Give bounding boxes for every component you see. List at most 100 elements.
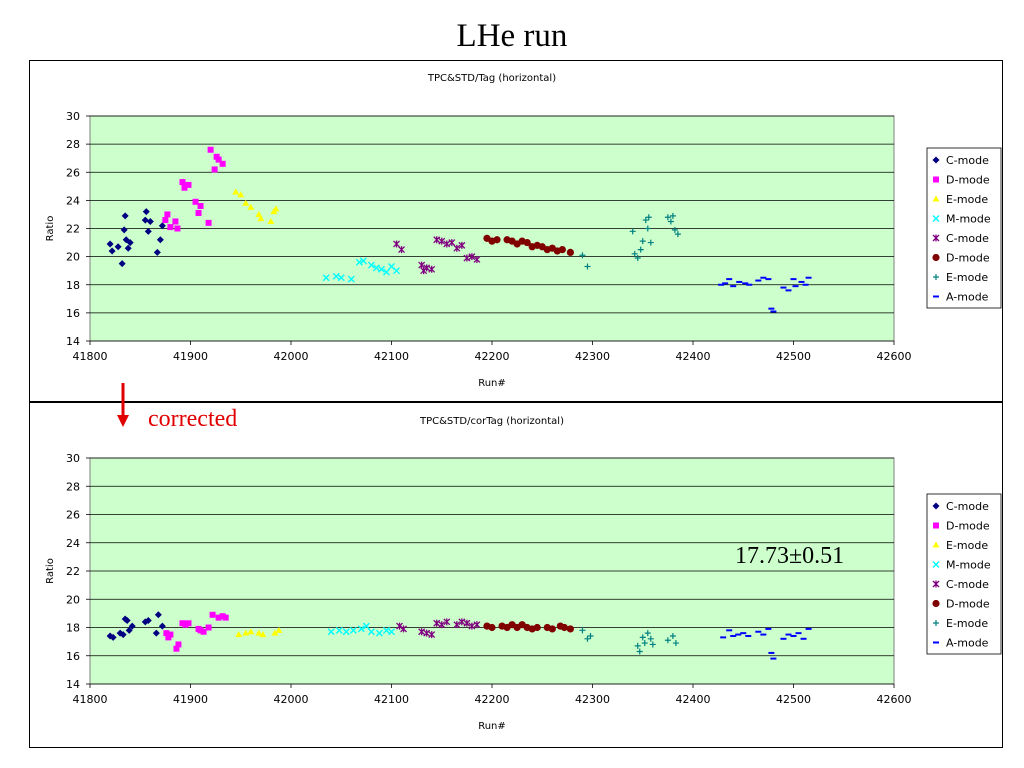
top-data-point: [142, 208, 150, 216]
bottom-data-point: [128, 622, 136, 630]
bottom-data-point: [173, 645, 180, 652]
top-data-point: [523, 238, 531, 247]
top-data-point: [158, 222, 166, 230]
bottom-data-point: [119, 631, 127, 639]
top-data-point: [156, 236, 164, 244]
bottom-data-point: [473, 621, 481, 629]
top-data-point: [634, 255, 641, 262]
bottom-y-tick-label: 18: [66, 622, 80, 635]
bottom-data-point: [382, 626, 390, 634]
top-data-point: [359, 257, 367, 265]
bottom-data-point: [458, 618, 466, 626]
bottom-data-point: [584, 635, 591, 642]
top-data-point: [493, 236, 501, 244]
bottom-data-point: [423, 629, 431, 637]
top-data-point: [579, 252, 586, 259]
down-arrow-icon: [117, 383, 129, 427]
bottom-data-point: [400, 625, 408, 633]
top-x-axis-label: Run#: [478, 378, 506, 389]
top-chart-title: TPC&STD/Tag (horizontal): [427, 73, 556, 84]
top-data-point: [637, 246, 644, 253]
top-data-point: [438, 237, 446, 245]
bottom-data-point: [209, 611, 216, 618]
bottom-data-point: [396, 622, 403, 630]
top-data-point: [642, 217, 649, 224]
bottom-x-tick-label: 42600: [877, 693, 912, 706]
top-x-tick-label: 41900: [173, 350, 208, 363]
top-data-point: [372, 264, 380, 272]
top-data-point: [179, 179, 186, 186]
bottom-legend-marker: [933, 620, 939, 626]
bottom-chart-title: TPC&STD/corTag (horizontal): [419, 416, 564, 427]
top-data-point: [108, 247, 116, 255]
result-annotation: 17.73±0.51: [735, 543, 845, 569]
bottom-data-point: [636, 648, 643, 655]
bottom-data-point: [388, 628, 395, 636]
bottom-data-point: [649, 641, 656, 648]
top-legend-box: [926, 147, 1002, 309]
top-data-point: [558, 245, 566, 254]
bottom-x-tick-label: 42500: [776, 693, 811, 706]
bottom-x-tick-label: 42200: [475, 693, 510, 706]
bottom-data-point: [644, 630, 651, 637]
top-data-point: [674, 231, 681, 238]
top-data-point: [337, 274, 345, 282]
top-data-point: [257, 215, 265, 222]
bottom-data-point: [641, 640, 648, 647]
top-data-point: [267, 217, 275, 224]
top-y-axis-label: Ratio: [45, 216, 56, 242]
bottom-data-point: [109, 633, 117, 641]
bottom-data-point: [639, 634, 646, 641]
top-legend-label: C-mode: [946, 154, 989, 167]
top-legend-marker: [933, 176, 939, 183]
top-data-point: [671, 226, 678, 233]
top-data-point: [197, 203, 204, 209]
bottom-legend-marker: [932, 502, 940, 510]
bottom-data-point: [443, 618, 451, 626]
bottom-data-point: [222, 614, 229, 621]
top-y-tick-label: 20: [66, 251, 80, 264]
top-data-point: [114, 243, 122, 251]
bottom-data-point: [200, 628, 207, 635]
bottom-data-point: [349, 626, 357, 634]
top-data-point: [120, 226, 128, 234]
top-y-tick-label: 28: [66, 138, 80, 151]
corrected-annotation: corrected: [148, 406, 238, 432]
bottom-legend-marker: [932, 541, 940, 548]
top-data-point: [644, 225, 651, 232]
top-y-tick-label: 18: [66, 279, 80, 292]
top-data-point: [566, 248, 574, 257]
top-data-point: [428, 265, 436, 273]
bottom-data-point: [179, 620, 186, 627]
top-data-point: [141, 216, 149, 224]
bottom-data-point: [566, 625, 574, 633]
bottom-data-point: [357, 625, 365, 633]
top-data-point: [647, 239, 654, 246]
bottom-legend-marker: [932, 599, 940, 608]
top-data-point: [443, 240, 451, 248]
bottom-x-tick-label: 42000: [274, 693, 309, 706]
top-data-point: [162, 217, 169, 224]
top-data-point: [664, 214, 671, 221]
top-y-tick-label: 16: [66, 307, 80, 320]
bottom-data-point: [672, 640, 679, 647]
bottom-data-point: [548, 625, 556, 633]
top-data-point: [207, 146, 214, 153]
bottom-data-point: [205, 624, 212, 631]
top-x-tick-label: 42100: [374, 350, 409, 363]
top-data-point: [118, 260, 126, 268]
top-legend-label: C-mode: [946, 232, 989, 245]
bottom-y-tick-label: 14: [66, 678, 80, 691]
bottom-data-point: [634, 642, 641, 649]
top-data-point: [185, 181, 192, 188]
bottom-x-tick-label: 42400: [676, 693, 711, 706]
top-x-tick-label: 42300: [575, 350, 610, 363]
top-data-point: [639, 238, 646, 245]
top-legend-marker: [933, 274, 939, 280]
top-data-point: [448, 239, 456, 247]
top-data-point: [468, 253, 476, 261]
top-data-point: [332, 272, 340, 280]
top-data-point: [146, 217, 154, 225]
bottom-data-point: [587, 632, 594, 639]
